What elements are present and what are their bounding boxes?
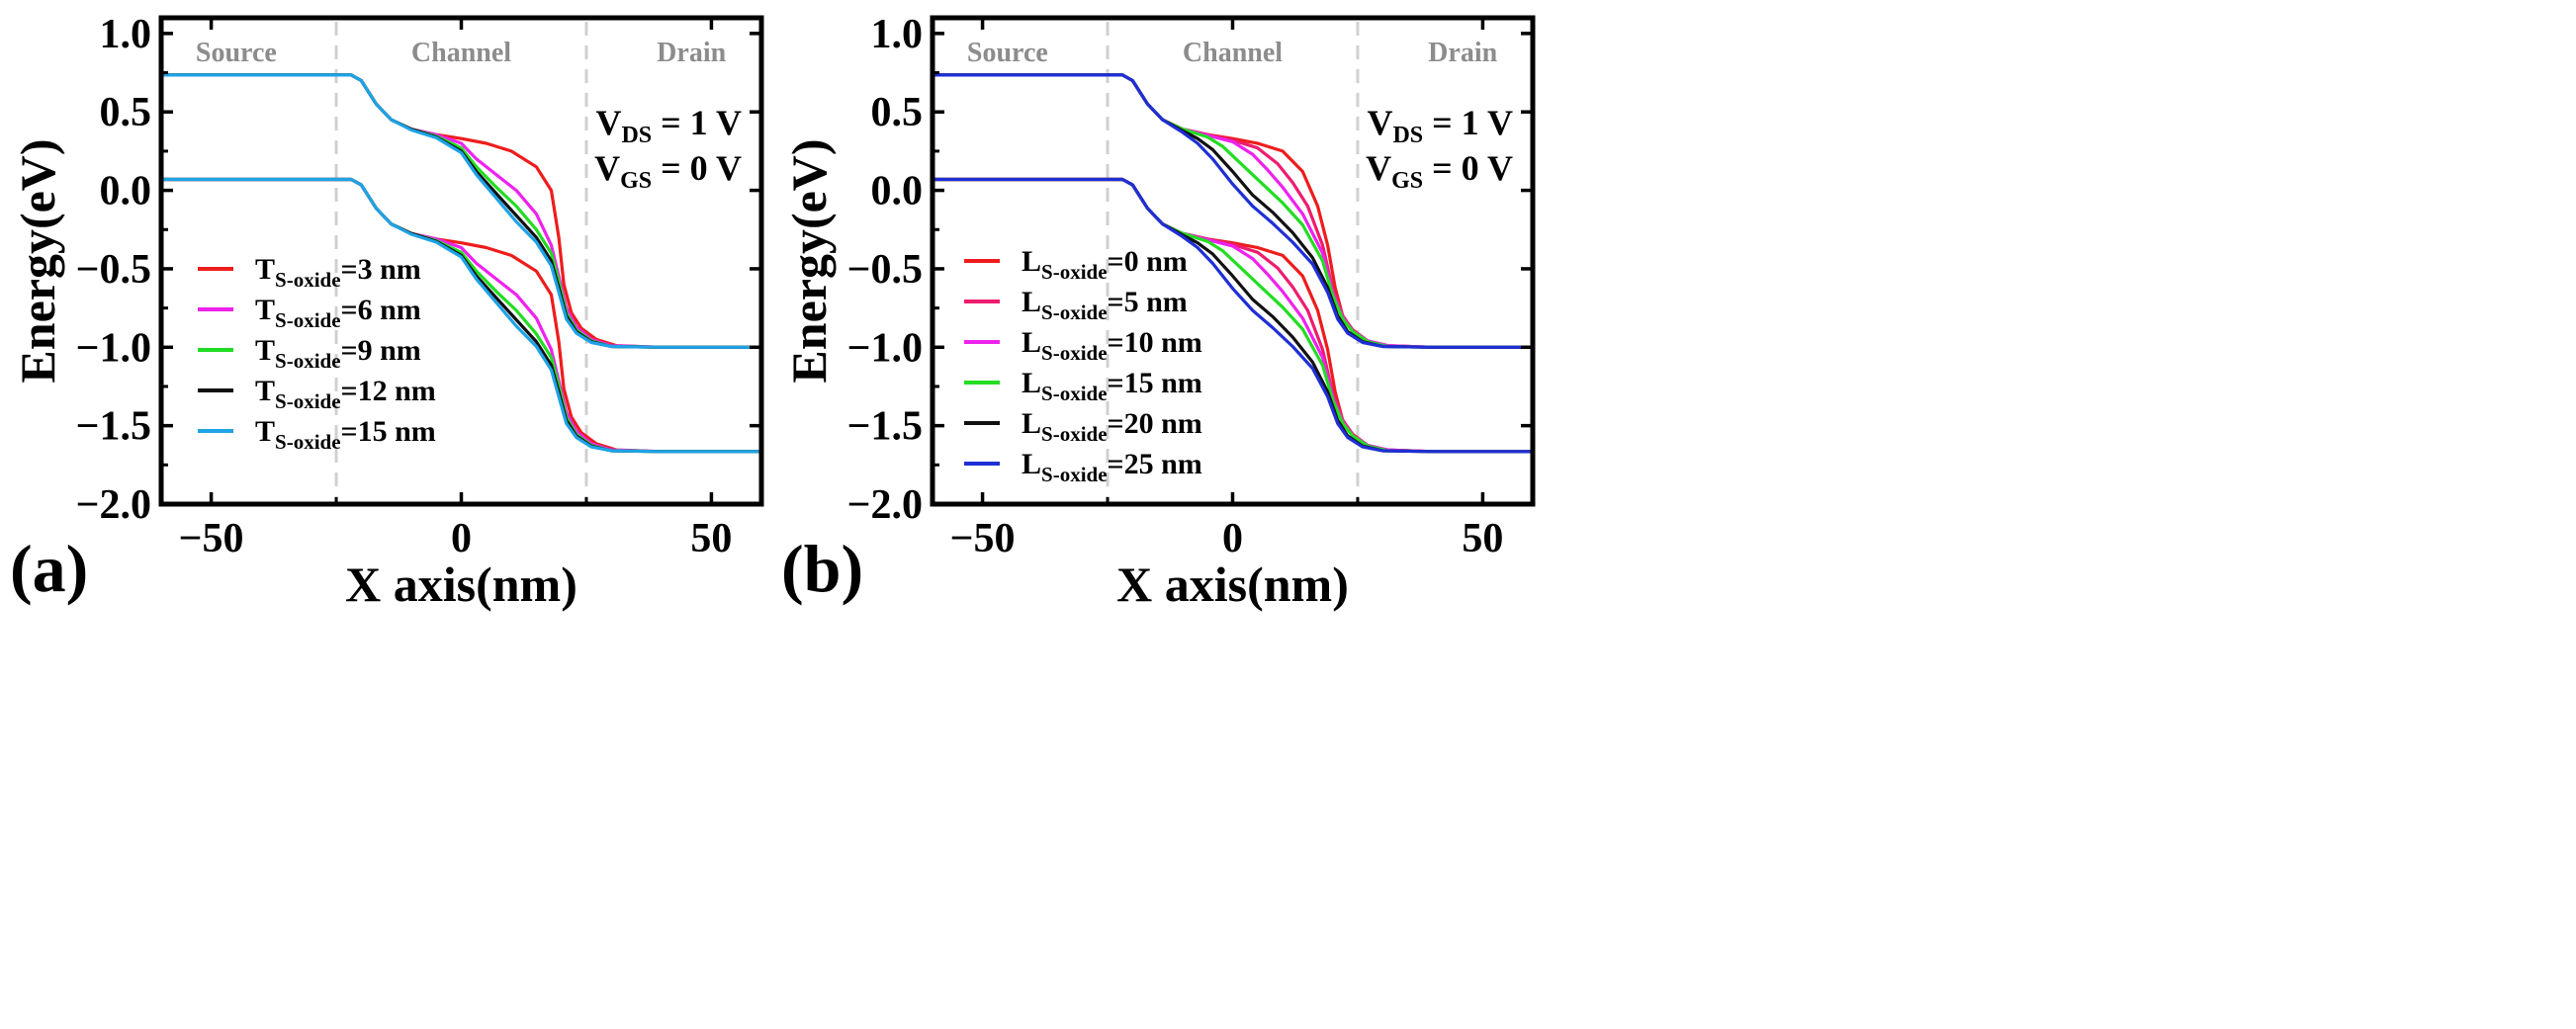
y-axis-label: Energy(eV) [10, 138, 65, 383]
x-tick-label: 0 [451, 516, 472, 561]
legend-entry-label: LS-oxide=5 nm [1022, 286, 1188, 324]
x-tick-label: −50 [179, 516, 244, 561]
series-line-valence-band [161, 177, 761, 454]
series-line-conduction-band [161, 73, 761, 349]
series-line-valence-band [161, 177, 761, 454]
y-tick-label: −1.5 [76, 404, 151, 450]
x-tick-label: −50 [950, 516, 1016, 561]
series-line-valence-band [161, 177, 761, 454]
y-tick-label: −1.5 [847, 404, 923, 450]
y-tick-label: 0.0 [871, 169, 924, 214]
y-tick-label: 0.0 [100, 169, 152, 214]
bias-annotation: VDS = 1 V [595, 103, 742, 148]
region-label: Source [196, 38, 277, 68]
panel-label: (a) [10, 531, 88, 606]
panel-b: Source Channel Drain −50 0 50 1.0 0.5 0.0 −0.5 −1.… [781, 12, 1536, 612]
region-label: Source [967, 38, 1048, 68]
legend-entry-label: LS-oxide=15 nm [1022, 367, 1202, 405]
x-axis-label: X axis(nm) [1116, 557, 1349, 612]
x-tick-label: 0 [1222, 516, 1243, 561]
legend-entry-label: TS-oxide=3 nm [255, 253, 421, 292]
region-label: Channel [1183, 38, 1283, 68]
legend-entry-label: TS-oxide=15 nm [255, 415, 436, 454]
y-tick-label: 1.0 [871, 12, 924, 57]
y-tick-label: −0.5 [76, 247, 151, 293]
y-tick-label: −1.0 [76, 325, 151, 371]
bias-annotation: VGS = 0 V [1366, 148, 1513, 194]
y-tick-label: 1.0 [100, 12, 152, 57]
bias-annotation: VDS = 1 V [1367, 103, 1513, 148]
legend-entry-label: TS-oxide=12 nm [255, 375, 436, 413]
y-tick-label: 0.5 [871, 90, 924, 135]
panel-a: Source Channel Drain −50 0 50 1.0 0.5 0.0 −0.5 −1.… [10, 12, 764, 612]
y-tick-label: −2.0 [76, 482, 151, 528]
series-line-valence-band [161, 177, 761, 454]
x-tick-label: 50 [1462, 516, 1503, 561]
series-line-valence-band [933, 177, 1533, 454]
y-tick-label: −0.5 [847, 247, 923, 293]
legend-entry-label: LS-oxide=25 nm [1022, 448, 1202, 486]
legend-entry-label: LS-oxide=20 nm [1022, 407, 1202, 446]
y-axis-label: Energy(eV) [781, 138, 837, 383]
region-label: Drain [1428, 38, 1497, 68]
legend-entry-label: LS-oxide=0 nm [1022, 245, 1188, 284]
y-tick-label: −2.0 [847, 482, 923, 528]
legend-entry-label: TS-oxide=6 nm [255, 294, 421, 332]
x-axis-label: X axis(nm) [345, 557, 577, 612]
region-label: Channel [411, 38, 511, 68]
series-line-conduction-band [933, 73, 1533, 349]
y-tick-label: 0.5 [100, 90, 152, 135]
series-line-valence-band [161, 177, 761, 454]
legend-entry-label: LS-oxide=10 nm [1022, 326, 1202, 365]
bias-annotation: VGS = 0 V [594, 148, 742, 194]
plot-frame [158, 15, 764, 507]
panel-label: (b) [781, 531, 863, 606]
x-tick-label: 50 [690, 516, 732, 561]
legend-entry-label: TS-oxide=9 nm [255, 334, 421, 373]
region-label: Drain [657, 38, 726, 68]
y-tick-label: −1.0 [847, 325, 923, 371]
